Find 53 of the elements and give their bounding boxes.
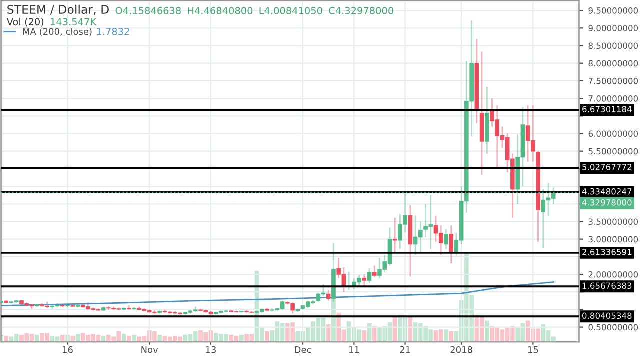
- bar: [60, 334, 65, 342]
- bar: [392, 316, 398, 342]
- y-tick-label: 3.50000000: [588, 218, 638, 226]
- bar: [484, 320, 490, 342]
- bar: [70, 336, 76, 342]
- bar: [326, 324, 331, 342]
- bar: [158, 334, 162, 342]
- x-tick-label: 21: [400, 346, 410, 354]
- x-tick-label: 11: [349, 346, 360, 354]
- y-tick-label: 7.00000000: [588, 96, 638, 102]
- annotation: C4.32978000: [329, 7, 394, 14]
- y-tick-label: 2.00000000: [588, 272, 638, 278]
- annotation: L4.00841050: [260, 7, 322, 14]
- x-tick-label: 2018: [450, 346, 472, 354]
- y-tick-label: 6.00000000: [588, 130, 638, 138]
- x-tick-label: Nov: [142, 346, 158, 354]
- annotation: O4.15846638: [116, 7, 181, 14]
- legend-label: MA (200, close): [23, 28, 92, 36]
- annotation: 1.7832: [97, 28, 130, 36]
- bar: [444, 330, 448, 342]
- ref-line-label: 1.65676383: [582, 282, 632, 290]
- ref-line-label: 0.80405348: [582, 312, 632, 320]
- y-tick-label: 7.50000000: [588, 78, 638, 84]
- chart-title: STEEM / Dollar, D: [8, 4, 109, 16]
- x-tick-label: 16: [63, 346, 73, 354]
- bar: [372, 326, 377, 342]
- bar: [4, 336, 9, 342]
- line-series: [1, 282, 554, 307]
- y-tick-label: 5.50000000: [588, 148, 638, 155]
- x-tick-label: Dec: [295, 346, 312, 354]
- y-tick-label: 8.00000000: [588, 60, 638, 67]
- ref-line-label: 4.33480247: [582, 188, 632, 195]
- bar: [239, 334, 244, 342]
- y-tick-label: 0.50000000: [588, 324, 638, 331]
- ref-line-label: 5.02767772: [582, 164, 632, 170]
- bar: [126, 336, 132, 342]
- y-tick-label: 9.00000000: [588, 25, 638, 32]
- bar: [362, 330, 367, 342]
- y-tick-label: 3.00000000: [588, 236, 638, 243]
- ref-line-label: 2.61336591: [582, 249, 632, 256]
- annotation: H4.46840800: [188, 7, 253, 14]
- y-tick-label: 9.50000000: [588, 8, 638, 14]
- bar: [449, 331, 454, 342]
- ref-line-label: 4.32978000: [582, 199, 632, 206]
- bar: [132, 334, 136, 342]
- ref-line-label: 6.67301184: [582, 106, 632, 112]
- annotation: 143.547K: [51, 18, 97, 26]
- y-tick-label: 8.50000000: [588, 42, 638, 50]
- x-tick-label: 15: [528, 346, 538, 354]
- bar: [265, 331, 270, 342]
- bar: [34, 334, 40, 342]
- x-tick-label: 13: [206, 346, 216, 354]
- chart-title: Vol (20): [6, 18, 44, 27]
